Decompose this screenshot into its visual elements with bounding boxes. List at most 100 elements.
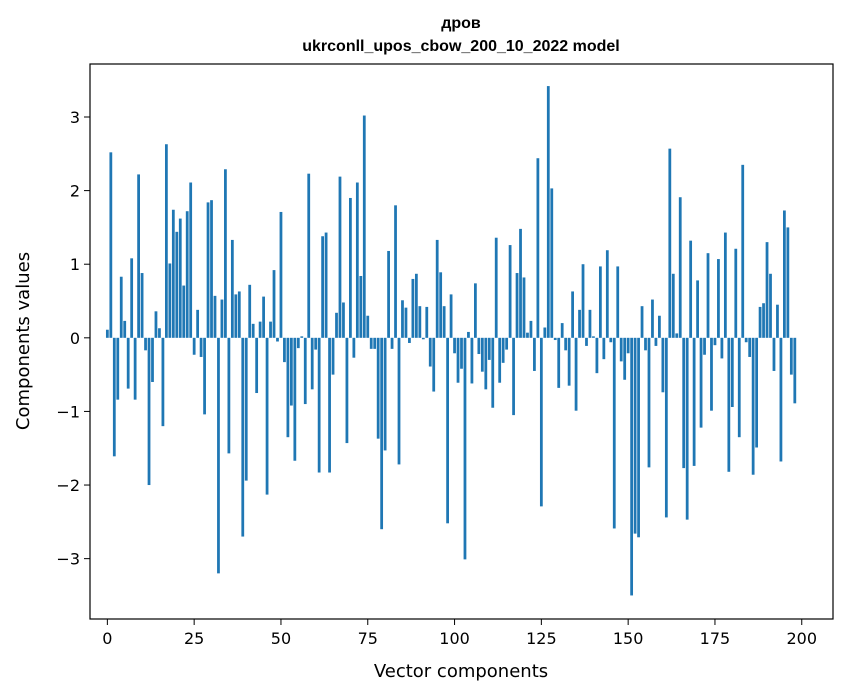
bar-22 xyxy=(182,285,186,338)
bar-71 xyxy=(352,337,356,358)
x-tick-label: 75 xyxy=(358,629,378,648)
x-axis-ticks: 0 25 50 75 100 125 150 175 200 xyxy=(102,619,817,648)
bar-2 xyxy=(112,337,116,457)
bar-133 xyxy=(567,337,571,386)
y-axis-label: Components values xyxy=(13,252,34,430)
bar-21 xyxy=(178,218,182,338)
x-tick-label: 125 xyxy=(526,629,557,648)
bar-33 xyxy=(220,299,224,338)
bar-7 xyxy=(130,258,134,338)
bar-90 xyxy=(418,306,422,338)
bar-192 xyxy=(772,337,776,371)
bar-40 xyxy=(244,337,248,481)
bar-26 xyxy=(196,309,200,338)
bar-3 xyxy=(116,337,120,400)
bar-73 xyxy=(359,275,363,338)
bar-24 xyxy=(189,182,193,338)
bar-184 xyxy=(744,337,748,343)
bar-121 xyxy=(526,332,529,338)
bar-12 xyxy=(147,337,151,486)
bar-51 xyxy=(283,337,286,363)
bar-series xyxy=(105,86,797,596)
bar-134 xyxy=(571,291,574,338)
bar-89 xyxy=(414,273,418,338)
bar-112 xyxy=(494,237,498,338)
bar-27 xyxy=(199,337,203,357)
bar-62 xyxy=(321,236,325,338)
bar-52 xyxy=(286,337,290,438)
bar-136 xyxy=(578,309,581,338)
bar-91 xyxy=(421,337,425,340)
x-tick-label: 25 xyxy=(184,629,204,648)
bar-122 xyxy=(529,320,533,338)
bar-180 xyxy=(730,337,734,408)
bar-115 xyxy=(505,337,509,350)
bar-191 xyxy=(769,273,772,338)
y-tick-label: −3 xyxy=(56,550,80,569)
bar-38 xyxy=(237,291,241,338)
y-tick-label: 3 xyxy=(70,108,80,127)
bar-105 xyxy=(470,337,474,384)
bar-176 xyxy=(717,259,720,338)
bar-47 xyxy=(269,321,272,338)
bar-137 xyxy=(581,264,585,338)
bar-144 xyxy=(605,250,609,338)
bar-126 xyxy=(543,327,547,338)
bar-142 xyxy=(598,266,602,338)
bar-165 xyxy=(678,197,682,338)
bar-140 xyxy=(592,336,595,338)
bar-64 xyxy=(328,337,331,473)
bar-145 xyxy=(609,337,613,343)
bar-198 xyxy=(793,337,797,404)
bar-23 xyxy=(185,211,189,338)
y-tick-label: −2 xyxy=(56,476,80,495)
bar-146 xyxy=(612,337,616,529)
bar-67 xyxy=(338,176,342,338)
bar-68 xyxy=(342,302,345,338)
bar-132 xyxy=(564,337,568,351)
bar-167 xyxy=(685,337,689,520)
bar-39 xyxy=(241,337,245,537)
bar-50 xyxy=(279,211,283,338)
bar-32 xyxy=(217,337,220,574)
bar-57 xyxy=(303,337,307,405)
bar-141 xyxy=(595,337,599,374)
x-tick-label: 50 xyxy=(271,629,291,648)
bar-98 xyxy=(446,337,450,524)
bar-53 xyxy=(289,337,293,406)
bar-101 xyxy=(456,337,460,383)
bar-75 xyxy=(366,315,370,338)
bar-119 xyxy=(519,228,522,338)
y-tick-label: 2 xyxy=(70,182,80,201)
bar-6 xyxy=(126,337,130,389)
bar-100 xyxy=(453,337,456,354)
bar-190 xyxy=(765,242,769,338)
bar-94 xyxy=(432,337,436,392)
bar-153 xyxy=(637,337,640,538)
bar-197 xyxy=(789,337,793,375)
bar-114 xyxy=(501,337,505,363)
bar-1 xyxy=(109,152,113,338)
bar-110 xyxy=(487,337,491,360)
bar-93 xyxy=(428,337,432,367)
bar-178 xyxy=(723,232,727,338)
bar-125 xyxy=(539,337,543,507)
bar-34 xyxy=(224,169,227,338)
bar-155 xyxy=(644,337,647,351)
bar-63 xyxy=(324,232,328,338)
bar-139 xyxy=(588,309,592,338)
bar-130 xyxy=(557,337,561,388)
bar-74 xyxy=(362,115,366,338)
plot-frame xyxy=(89,63,834,620)
bar-99 xyxy=(449,294,453,338)
bar-18 xyxy=(168,263,172,338)
bar-161 xyxy=(664,337,668,518)
bar-92 xyxy=(425,306,429,338)
bar-35 xyxy=(227,337,231,454)
bar-16 xyxy=(161,337,165,427)
bar-160 xyxy=(661,337,665,393)
bar-10 xyxy=(140,273,144,338)
x-tick-label: 200 xyxy=(786,629,817,648)
bar-128 xyxy=(550,188,554,338)
